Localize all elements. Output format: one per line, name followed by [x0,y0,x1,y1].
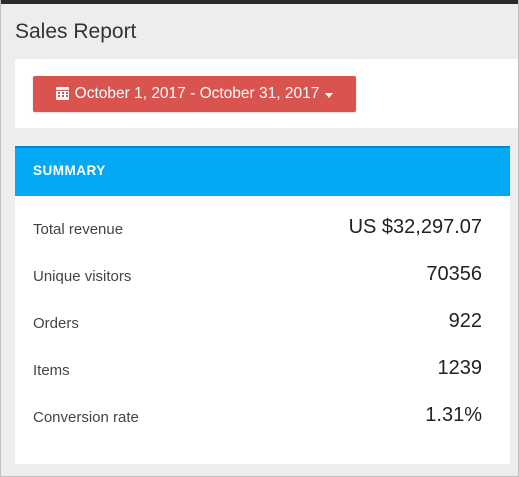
metric-row-conversion-rate: Conversion rate 1.31% [15,404,510,434]
caret-down-icon [325,92,334,98]
metric-value: 922 [448,310,482,332]
metric-label: Unique visitors [33,268,132,285]
metric-value: 1.31% [425,404,482,426]
metric-row-total-revenue: Total revenue US $32,297.07 [15,216,510,246]
metric-row-unique-visitors: Unique visitors 70356 [15,263,510,293]
metric-value: 1239 [437,357,483,379]
metric-row-orders: Orders 922 [15,310,510,340]
summary-header: SUMMARY [15,146,510,196]
metric-label: Conversion rate [33,409,139,426]
metric-row-items: Items 1239 [15,357,510,387]
calendar-icon [55,87,69,100]
date-range-button[interactable]: October 1, 2017 - October 31, 2017 [33,76,356,112]
metric-label: Items [33,362,70,379]
summary-title: SUMMARY [33,163,106,178]
date-range-label: October 1, 2017 - October 31, 2017 [74,85,320,102]
date-range-card: October 1, 2017 - October 31, 2017 [15,59,518,128]
metric-label: Total revenue [33,221,124,238]
page-title: Sales Report [15,20,137,43]
metric-value: US $32,297.07 [348,216,482,238]
metric-label: Orders [33,315,79,332]
summary-panel: SUMMARY Total revenue US $32,297.07 Uniq… [15,146,510,464]
metric-value: 70356 [426,263,482,285]
window-top-strip [1,0,518,4]
